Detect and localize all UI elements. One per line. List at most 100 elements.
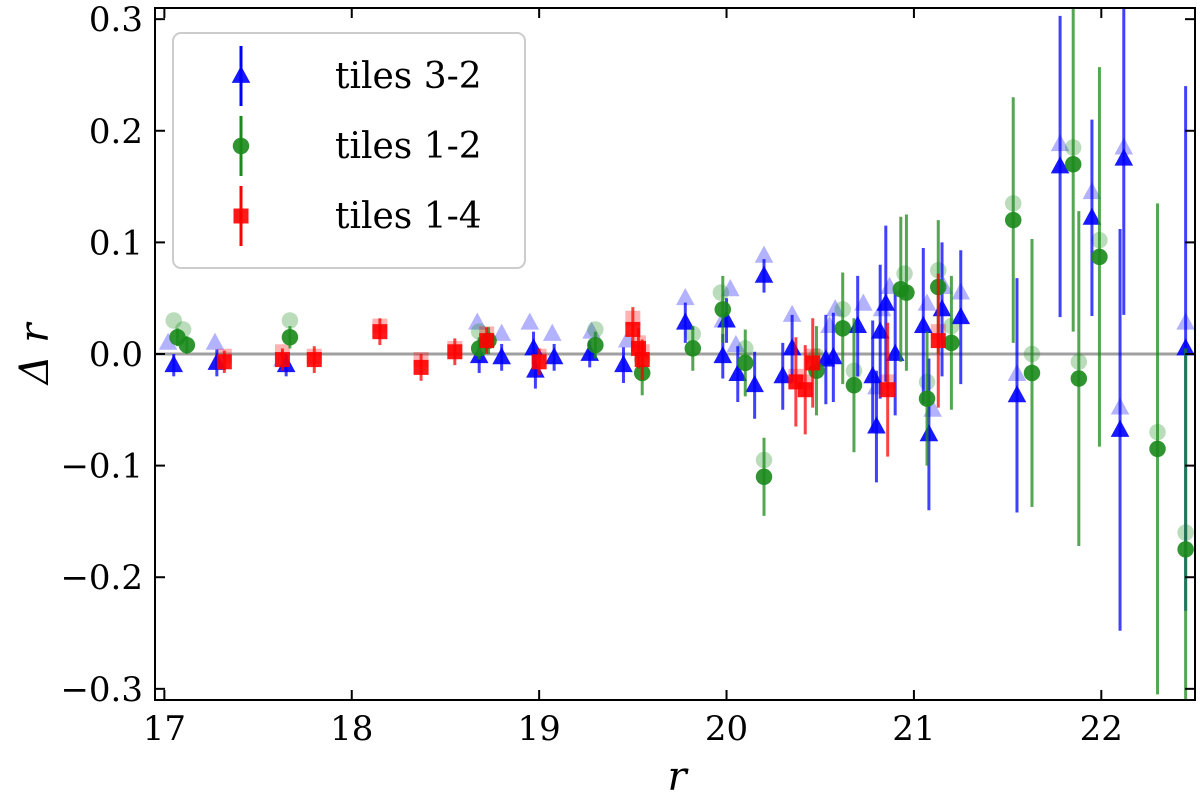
legend-marker-tiles-1-4 (233, 208, 249, 224)
tiles-1-2-point-5 (587, 336, 604, 354)
tiles-1-4-point-0 (216, 354, 232, 370)
tiles-1-2-faint-point-7 (712, 284, 730, 301)
tiles-3-2-point-30 (1007, 385, 1027, 403)
tiles-1-2-faint-point-4 (587, 321, 604, 338)
tiles-3-2-point-32 (1082, 207, 1102, 225)
tiles-3-2-faint-point-4 (492, 323, 511, 341)
legend-box (172, 32, 526, 269)
tiles-1-4-point-2 (306, 352, 322, 368)
tiles-1-2-point-23 (1091, 248, 1108, 266)
axes: 17 18 19 20 21 22 −0.3 −0.2 −0.1 0.0 0.1 0.2 0.3 (60, 0, 1196, 749)
tiles-3-2-point-0 (164, 354, 184, 373)
x-tick-label-4: 21 (892, 709, 935, 749)
tiles-3-2-faint-point-11 (720, 279, 740, 297)
tiles-3-2-point-9 (614, 354, 633, 373)
tiles-1-4-point-3 (372, 324, 388, 340)
x-tick-label-1: 18 (330, 709, 373, 749)
tiles-3-2-faint-point-5 (520, 312, 540, 330)
tiles-3-2-point-13 (728, 363, 748, 382)
tiles-3-2-point-11 (713, 346, 733, 364)
tiles-3-2-point-10 (676, 312, 695, 330)
tiles-3-2-point-19 (824, 347, 843, 365)
tiles-1-2-point-13 (845, 377, 863, 394)
tiles-3-2-faint-point-16 (825, 299, 845, 317)
legend-marker-tiles-1-2 (232, 137, 250, 155)
y-tick-label-6: 0.3 (89, 0, 143, 40)
tiles-1-2-point-19 (1004, 211, 1022, 229)
x-tick-label-3: 20 (705, 709, 748, 749)
tiles-1-2-point-8 (714, 301, 732, 318)
legend: tiles 3-2 tiles 1-2 tiles 1-4 (172, 32, 526, 269)
tiles-1-2-point-20 (1023, 364, 1041, 382)
tiles-3-2-faint-point-14 (782, 304, 802, 322)
tiles-1-2-point-7 (684, 340, 702, 357)
tiles-3-2-point-17 (782, 338, 802, 356)
y-tick-label-5: 0.2 (89, 112, 143, 152)
tiles-1-4-point-13 (805, 355, 821, 371)
x-tick-label-0: 17 (143, 709, 186, 749)
x-axis-title: r (667, 754, 689, 798)
tiles-3-2-faint-point-6 (542, 323, 562, 341)
y-tick-label-3: 0.0 (89, 335, 143, 375)
tiles-3-2-faint-point-12 (726, 334, 746, 353)
tiles-1-4-point-15 (930, 333, 946, 349)
y-tick-label-0: −0.3 (60, 670, 143, 710)
tiles-3-2-point-31 (1050, 156, 1070, 174)
tiles-1-2-point-15 (898, 284, 915, 301)
tiles-1-4-point-10 (634, 352, 650, 368)
tiles-3-2-faint-point-21 (917, 293, 937, 311)
tiles-1-2-point-2 (281, 329, 299, 346)
tiles-1-4-point-12 (797, 382, 813, 398)
tiles-3-2-faint-point-13 (754, 245, 774, 263)
tiles-1-2-faint-point-2 (281, 312, 299, 329)
tiles-1-4-point-14 (880, 382, 896, 398)
tiles-3-2-faint-point-0 (158, 332, 178, 350)
y-tick-label-4: 0.1 (89, 223, 143, 263)
tiles-3-2-point-16 (773, 366, 793, 384)
y-tick-label-2: −0.1 (60, 447, 143, 487)
data-marker-layer (164, 8, 1195, 700)
tiles-1-2-point-18 (943, 334, 960, 352)
tiles-1-4-point-6 (479, 333, 495, 349)
tiles-1-4-point-4 (413, 359, 429, 375)
tiles-1-2-point-22 (1070, 370, 1088, 387)
tiles-3-2-point-4 (492, 347, 511, 365)
tiles-1-4-point-5 (447, 344, 463, 360)
tiles-1-4-point-7 (531, 354, 547, 370)
tiles-3-2-faint-point-9 (676, 287, 695, 306)
tiles-3-2-point-7 (544, 347, 564, 365)
tiles-3-2-point-14 (745, 375, 764, 393)
tiles-3-2-faint-point-1 (205, 332, 225, 350)
tiles-1-2-point-21 (1064, 156, 1082, 173)
legend-marker-tiles-3-2 (231, 65, 251, 83)
tiles-3-2-point-22 (867, 416, 886, 434)
tiles-1-2-faint-point-13 (896, 265, 913, 282)
tiles-3-2-point-20 (848, 315, 868, 334)
legend-label-tiles-1-2: tiles 1-2 (335, 126, 482, 167)
tiles-1-2-point-16 (918, 390, 936, 407)
y-axis-title: Δ r (12, 321, 58, 387)
tiles-1-4-point-8 (625, 321, 641, 337)
x-tick-label-5: 22 (1080, 709, 1123, 749)
tiles-3-2-point-34 (1114, 148, 1134, 166)
tiles-1-2-faint-point-0 (165, 312, 182, 329)
tiles-3-2-point-28 (932, 299, 952, 317)
y-tick-label-1: −0.2 (60, 558, 143, 598)
tiles-1-2-point-12 (834, 320, 851, 337)
x-tick-label-2: 19 (518, 709, 561, 749)
tiles-3-2-point-24 (876, 293, 896, 311)
tiles-3-2-point-26 (913, 315, 933, 334)
tiles-3-2-point-15 (754, 265, 774, 283)
tiles-1-4-point-1 (274, 352, 290, 368)
tiles-1-2-point-25 (1177, 541, 1194, 558)
tiles-1-2-point-10 (755, 468, 773, 486)
tiles-1-2-point-1 (178, 336, 196, 354)
tiles-1-2-point-9 (737, 354, 754, 372)
tiles-3-2-point-27 (919, 424, 939, 442)
legend-label-tiles-1-4: tiles 1-4 (335, 196, 482, 237)
legend-label-tiles-3-2: tiles 3-2 (335, 56, 482, 97)
tiles-3-2-point-29 (951, 306, 971, 325)
tiles-3-2-faint-point-3 (468, 312, 487, 330)
tiles-3-2-point-33 (1110, 419, 1130, 437)
